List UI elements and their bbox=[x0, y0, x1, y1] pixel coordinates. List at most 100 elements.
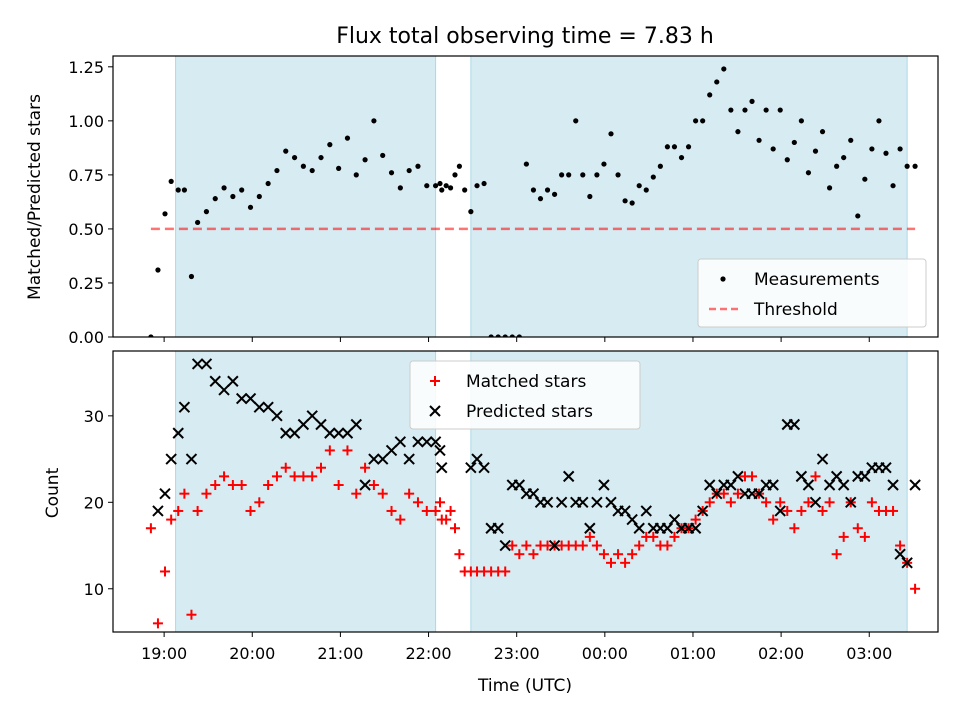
legend-entry: Predicted stars bbox=[466, 402, 593, 422]
predicted-star-point bbox=[478, 462, 490, 474]
matched-star-point bbox=[179, 488, 190, 499]
matched-star-point bbox=[817, 505, 828, 516]
predicted-star-point bbox=[185, 453, 198, 465]
matched-star-point bbox=[454, 549, 465, 560]
measurement-point bbox=[509, 334, 515, 337]
predicted-star-point bbox=[704, 479, 716, 491]
predicted-star-point bbox=[548, 539, 561, 552]
predicted-star-point bbox=[845, 496, 857, 509]
matched-star-point bbox=[782, 505, 793, 516]
clip-bottom-data bbox=[145, 358, 921, 629]
predicted-star-point bbox=[341, 427, 354, 439]
measurement-point bbox=[221, 185, 227, 191]
predicted-star-point bbox=[668, 513, 681, 526]
y-tick-label: 0.75 bbox=[68, 166, 104, 185]
measurement-point bbox=[834, 163, 840, 169]
predicted-star-point bbox=[894, 548, 906, 560]
measurement-point bbox=[318, 154, 324, 161]
measurement-point bbox=[841, 154, 847, 161]
legend-entry: Measurements bbox=[754, 270, 880, 290]
measurement-point bbox=[291, 154, 298, 161]
predicted-star-point bbox=[368, 453, 380, 465]
measurement-point bbox=[239, 187, 245, 193]
measurement-point bbox=[559, 172, 565, 178]
measurement-point bbox=[362, 157, 368, 163]
matched-star-point bbox=[598, 549, 609, 560]
measurement-point bbox=[608, 131, 614, 137]
measurement-point bbox=[155, 267, 161, 273]
predicted-star-point bbox=[280, 427, 292, 439]
measurement-point bbox=[848, 137, 854, 143]
matched-star-point bbox=[298, 471, 309, 482]
predicted-star-point bbox=[421, 436, 433, 448]
predicted-star-point bbox=[385, 444, 398, 457]
matched-star-point bbox=[620, 557, 631, 568]
y-tick-label: 0.50 bbox=[68, 220, 104, 239]
predicted-star-point bbox=[626, 513, 638, 526]
bottom-y-axis-label: Count bbox=[43, 467, 63, 518]
predicted-star-point bbox=[429, 436, 442, 448]
top-y-axis-label: Matched/Predicted stars bbox=[25, 94, 45, 300]
matched-star-point bbox=[852, 523, 863, 534]
measurement-point bbox=[707, 92, 713, 98]
measurement-point bbox=[566, 172, 572, 178]
measurement-point bbox=[876, 118, 882, 124]
matched-star-point bbox=[577, 540, 588, 551]
measurement-point bbox=[749, 98, 755, 104]
y-tick-label: 10 bbox=[84, 580, 104, 599]
matched-star-point bbox=[718, 488, 729, 499]
measurement-point bbox=[812, 148, 819, 154]
predicted-star-point bbox=[802, 479, 815, 491]
matched-star-point bbox=[412, 497, 423, 508]
measurement-point bbox=[904, 163, 910, 169]
matched-star-point bbox=[634, 540, 645, 551]
predicted-star-point bbox=[271, 410, 283, 422]
predicted-star-point bbox=[244, 392, 257, 405]
predicted-star-point bbox=[306, 410, 318, 422]
matched-star-point bbox=[888, 505, 899, 516]
matched-star-point bbox=[289, 471, 300, 482]
legend-entry: Threshold bbox=[753, 300, 838, 320]
measurement-point bbox=[439, 187, 445, 193]
measurement-point bbox=[735, 129, 741, 135]
measurement-point bbox=[424, 183, 430, 189]
predicted-star-point bbox=[200, 358, 213, 370]
predicted-star-point bbox=[562, 470, 575, 483]
matched-star-point bbox=[789, 523, 800, 534]
measurement-point bbox=[481, 180, 487, 187]
measurement-point bbox=[502, 334, 508, 337]
x-tick-label: 22:00 bbox=[405, 644, 451, 663]
predicted-star-point bbox=[152, 505, 164, 517]
matched-star-point bbox=[166, 514, 177, 525]
predicted-star-point bbox=[297, 418, 310, 431]
matched-star-point bbox=[227, 480, 238, 491]
measurement-point bbox=[397, 185, 403, 191]
predicted-star-point bbox=[350, 418, 362, 431]
matched-star-point bbox=[441, 514, 452, 525]
predicted-star-point bbox=[235, 392, 248, 405]
predicted-star-point bbox=[732, 470, 744, 483]
axes-frame bbox=[112, 350, 939, 633]
predicted-star-point bbox=[887, 479, 899, 491]
measurement-point bbox=[309, 167, 315, 174]
predicted-star-point bbox=[324, 427, 336, 439]
measurement-point bbox=[406, 167, 412, 174]
measurement-point bbox=[371, 118, 377, 124]
x-tick-label: 01:00 bbox=[670, 644, 716, 663]
y-tick-label: 30 bbox=[84, 407, 104, 426]
ratio-panel: 0.00 0.25 0.50 0.75 1.00 1.25 Measurements Thre… bbox=[68, 55, 939, 347]
matched-star-point bbox=[591, 540, 602, 551]
measurement-point bbox=[388, 170, 395, 176]
predicted-star-point bbox=[633, 522, 645, 534]
predicted-star-point bbox=[527, 487, 540, 500]
predicted-star-point bbox=[711, 487, 723, 500]
measurement-point bbox=[883, 150, 889, 156]
predicted-star-point bbox=[619, 505, 631, 517]
measurement-point bbox=[523, 161, 529, 167]
observing-band-0 bbox=[175, 350, 437, 633]
measurement-point bbox=[327, 142, 333, 148]
predicted-star-point bbox=[332, 427, 345, 439]
matched-star-point bbox=[507, 540, 518, 551]
predicted-star-point bbox=[172, 427, 184, 439]
matched-star-point bbox=[377, 488, 388, 499]
